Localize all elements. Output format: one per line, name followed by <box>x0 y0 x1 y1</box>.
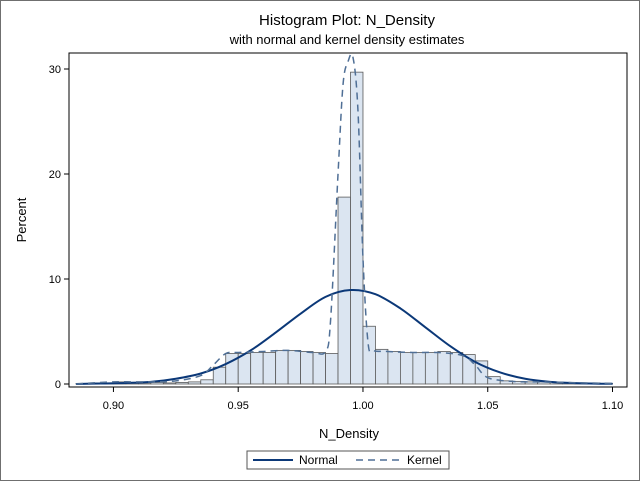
legend-kernel-label: Kernel <box>407 453 442 467</box>
histogram-bar <box>237 353 252 385</box>
legend-box <box>246 450 450 470</box>
histogram-bar <box>387 351 401 385</box>
histogram-bar <box>212 366 227 385</box>
histogram-bar <box>449 352 464 385</box>
legend-normal-label: Normal <box>299 453 338 467</box>
chart-title: Histogram Plot: N_Density <box>259 12 435 29</box>
legend: Normal Kernel <box>246 450 450 470</box>
histogram-bar <box>275 349 289 385</box>
x-tick-label: 1.10 <box>602 400 623 412</box>
histogram-bar <box>399 352 414 385</box>
histogram-bar <box>424 352 439 385</box>
histogram-bar <box>262 352 277 385</box>
histogram-bar <box>362 325 376 385</box>
histogram-bar <box>312 352 326 385</box>
histogram-bar <box>162 382 177 385</box>
histogram-bar <box>437 351 451 385</box>
histogram-bar <box>350 71 364 385</box>
density-curves <box>75 53 613 385</box>
x-tick-label: 1.05 <box>477 400 498 412</box>
histogram-bar <box>175 382 189 385</box>
histogram-bar <box>412 352 426 385</box>
x-axis-label: N_Density <box>319 426 379 441</box>
kernel-density-curve <box>75 53 613 385</box>
y-tick-label: 0 <box>55 379 61 391</box>
histogram-bar <box>187 381 202 385</box>
y-tick-label: 20 <box>49 169 61 181</box>
y-tick-label: 30 <box>49 64 61 76</box>
y-axis-label: Percent <box>14 197 29 242</box>
histogram-bar <box>375 348 389 385</box>
chart-subtitle: with normal and kernel density estimates <box>229 32 465 47</box>
x-tick-label: 1.00 <box>352 400 373 412</box>
y-tick-label: 10 <box>49 274 61 286</box>
x-tick-label: 0.90 <box>103 400 124 412</box>
x-axis: 0.90 0.95 1.00 1.05 1.10 <box>103 387 623 412</box>
x-tick-label: 0.95 <box>227 400 248 412</box>
histogram-bar <box>250 352 264 385</box>
plot-area-border <box>68 52 628 388</box>
histogram-bar <box>200 379 214 385</box>
histogram-bar <box>325 353 339 385</box>
histogram-bar <box>300 351 314 385</box>
histogram-bar <box>287 349 301 385</box>
normal-density-curve <box>75 288 613 385</box>
y-axis: 0 10 20 30 <box>49 64 69 391</box>
histogram-bars <box>75 71 613 385</box>
